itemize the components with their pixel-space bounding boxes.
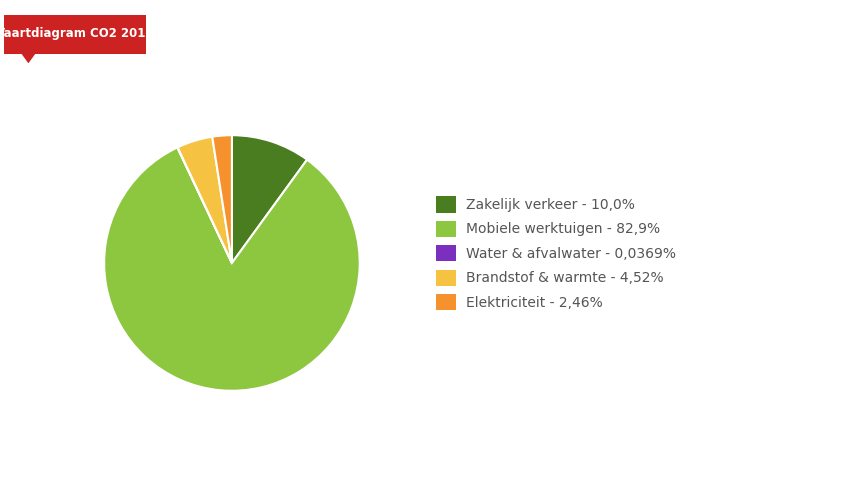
Legend: Zakelijk verkeer - 10,0%, Mobiele werktuigen - 82,9%, Water & afvalwater - 0,036: Zakelijk verkeer - 10,0%, Mobiele werktu… bbox=[436, 196, 676, 310]
Wedge shape bbox=[104, 148, 360, 391]
Wedge shape bbox=[178, 137, 232, 263]
Text: Taartdiagram CO2 2017: Taartdiagram CO2 2017 bbox=[0, 27, 154, 39]
Wedge shape bbox=[177, 147, 232, 263]
FancyBboxPatch shape bbox=[4, 15, 146, 54]
Wedge shape bbox=[232, 135, 308, 263]
Polygon shape bbox=[21, 54, 35, 63]
Wedge shape bbox=[212, 135, 232, 263]
